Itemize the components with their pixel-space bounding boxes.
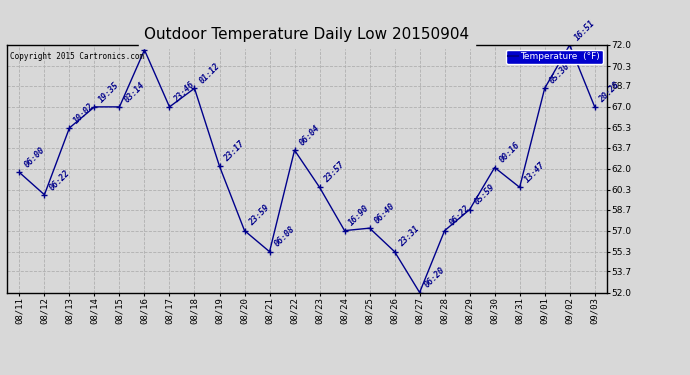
Text: 00:16: 00:16 xyxy=(497,141,522,165)
Text: 06:22: 06:22 xyxy=(447,204,471,228)
Text: 06:08: 06:08 xyxy=(273,225,296,249)
Text: 16:51: 16:51 xyxy=(573,18,596,42)
Text: 23:57: 23:57 xyxy=(322,160,346,184)
Text: 05:30: 05:30 xyxy=(547,62,571,86)
Text: 03:14: 03:14 xyxy=(122,80,146,104)
Title: Outdoor Temperature Daily Low 20150904: Outdoor Temperature Daily Low 20150904 xyxy=(144,27,470,42)
Text: 06:20: 06:20 xyxy=(422,266,446,290)
Text: 23:17: 23:17 xyxy=(222,140,246,164)
Text: 05:59: 05:59 xyxy=(473,183,496,207)
Text: 23:31: 23:31 xyxy=(397,225,422,249)
Text: 13:47: 13:47 xyxy=(522,160,546,184)
Text: 06:00: 06:00 xyxy=(22,146,46,170)
Text: 06:04: 06:04 xyxy=(297,123,322,147)
Text: 19:35: 19:35 xyxy=(97,80,121,104)
Text: 06:04: 06:04 xyxy=(147,23,171,47)
Text: 23:46: 23:46 xyxy=(172,80,196,104)
Text: 10:02: 10:02 xyxy=(72,101,96,125)
Text: 23:59: 23:59 xyxy=(247,204,271,228)
Legend: Temperature  (°F): Temperature (°F) xyxy=(506,50,602,64)
Text: Copyright 2015 Cartronics.com: Copyright 2015 Cartronics.com xyxy=(10,53,144,62)
Text: 06:40: 06:40 xyxy=(373,201,396,225)
Text: 06:22: 06:22 xyxy=(47,168,71,192)
Text: 16:90: 16:90 xyxy=(347,204,371,228)
Text: 01:12: 01:12 xyxy=(197,62,221,86)
Text: 20:28: 20:28 xyxy=(598,80,622,104)
